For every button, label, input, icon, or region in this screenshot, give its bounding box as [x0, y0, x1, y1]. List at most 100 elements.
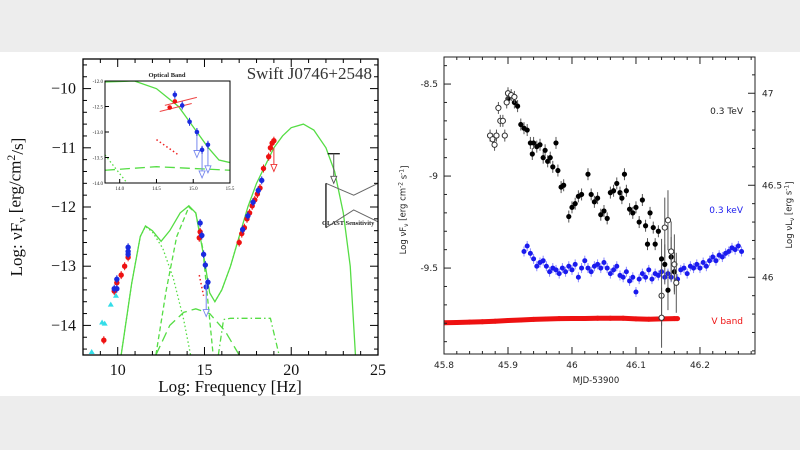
tev-point — [644, 241, 651, 247]
kev-point — [582, 258, 588, 264]
tev-open-point — [491, 141, 498, 148]
kev-point — [556, 271, 562, 277]
inset-y-tick-label: -13.5 — [93, 157, 104, 162]
upper-limit-arrow-head — [270, 164, 278, 173]
tev-point — [547, 155, 553, 161]
kev-point — [633, 289, 639, 295]
tev-point — [658, 256, 665, 262]
inset-y-tick-label: -12.0 — [93, 80, 104, 85]
data-point — [200, 251, 207, 258]
y-tick-label: −14 — [51, 317, 76, 334]
inset-plot-area — [105, 81, 230, 183]
kev-point — [726, 249, 732, 255]
tev-point — [598, 212, 604, 218]
data-point — [118, 272, 124, 278]
tev-open-point — [499, 117, 506, 124]
tev-point — [610, 188, 617, 194]
y-tick-label-right: 46.5 — [762, 181, 782, 191]
kev-point — [553, 267, 559, 273]
tev-point — [617, 190, 623, 196]
tev-point — [529, 151, 535, 157]
tev-point — [650, 224, 656, 231]
kev-point — [643, 274, 649, 280]
y-tick-label: −10 — [51, 81, 76, 98]
v-band-point — [479, 319, 485, 325]
data-point-triangle — [107, 301, 114, 307]
data-point — [260, 165, 267, 172]
tev-point — [652, 241, 658, 247]
tev-open-point — [673, 279, 680, 286]
tev-point — [540, 155, 546, 161]
kev-point — [732, 247, 738, 253]
tev-open-point — [489, 136, 496, 143]
kev-point — [636, 276, 642, 282]
series-label-vband: V band — [711, 317, 743, 327]
model-curve-longdash — [155, 308, 240, 355]
inset-x-tick-label: 14.0 — [115, 187, 124, 192]
kev-point — [559, 265, 565, 271]
data-point-triangle — [101, 320, 108, 326]
kev-point — [607, 271, 613, 277]
inset-upper-limit-arrow-head — [193, 150, 201, 159]
kev-point — [700, 260, 706, 266]
y-tick-label-right: 47 — [762, 89, 773, 99]
kev-point — [703, 263, 709, 269]
tev-point — [585, 171, 591, 177]
kev-point — [534, 263, 540, 269]
tev-point — [588, 191, 594, 198]
y-tick-label: −11 — [52, 140, 76, 157]
tev-open-point — [668, 248, 675, 255]
tev-point — [591, 199, 597, 205]
x-tick-label: 45.9 — [498, 361, 518, 371]
tev-point — [550, 164, 556, 170]
v-band-point — [467, 319, 473, 325]
kev-point — [579, 265, 585, 271]
data-point — [114, 285, 120, 292]
y-tick-label: −12 — [51, 199, 76, 216]
kev-point — [524, 243, 530, 249]
inset-data-point — [199, 147, 205, 153]
kev-point — [604, 265, 610, 271]
tev-point — [621, 171, 628, 177]
data-point — [197, 220, 203, 226]
tev-point — [601, 208, 607, 214]
sed-chart: 10 15 20 25 −10 −11 −12 −13 −14 Swift J0746+2548… — [4, 58, 386, 396]
light-curve-chart: 45.8 45.9 46 46.1 46.2 -8.5 -9 -9.5 47 46.5 46 MJD… — [398, 56, 796, 386]
v-band-point — [582, 315, 588, 321]
tev-point — [642, 223, 649, 229]
data-point — [205, 279, 211, 285]
kev-point — [572, 261, 578, 267]
inset-data-point — [205, 142, 211, 148]
light-curve-right-y-axis-label: Log νLν​ [erg s-1​] — [784, 181, 796, 248]
data-point — [245, 213, 251, 219]
kev-point — [719, 254, 725, 260]
tev-point — [614, 180, 620, 187]
inset-y-tick-label: -12.5 — [93, 106, 104, 111]
kev-point — [639, 271, 645, 277]
data-point — [255, 187, 261, 194]
kev-point — [627, 278, 633, 284]
tev-point — [578, 191, 585, 198]
optical-band-inset: 14.0 14.5 15.0 15.5 -12.0 -12.5 -13.0 -13.5 -14.… — [93, 72, 235, 192]
tev-open-point — [511, 93, 518, 101]
inset-upper-limit-arrow-head — [204, 165, 212, 174]
x-tick-label: 45.8 — [434, 361, 454, 371]
tev-point — [647, 210, 653, 216]
sed-plot-area — [88, 123, 378, 355]
tev-point — [662, 261, 668, 267]
v-band-point — [646, 316, 652, 322]
kev-point — [527, 250, 533, 256]
kev-point — [630, 274, 636, 280]
inset-x-tick-label: 15.5 — [226, 187, 235, 192]
v-band-point — [607, 315, 613, 321]
inset-x-tick-label: 14.5 — [152, 187, 161, 192]
optical-slope-line — [198, 274, 205, 296]
inset-data-point — [179, 103, 185, 108]
tev-open-point — [503, 99, 510, 106]
tev-point — [545, 158, 551, 164]
upper-limit-arrow-head — [202, 309, 210, 318]
x-tick-label: 46 — [566, 361, 578, 371]
tev-open-point — [661, 224, 668, 231]
tev-point — [514, 103, 521, 109]
